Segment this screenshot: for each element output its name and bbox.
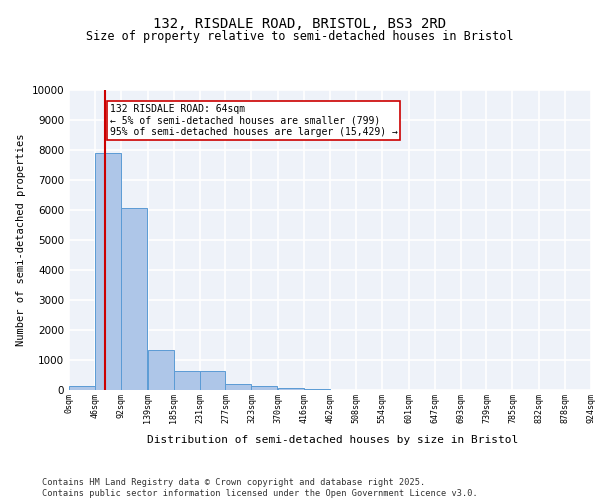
- Bar: [251, 386, 277, 390]
- Bar: [173, 370, 199, 390]
- Bar: [199, 370, 226, 390]
- Y-axis label: Number of semi-detached properties: Number of semi-detached properties: [16, 134, 26, 346]
- Text: 132 RISDALE ROAD: 64sqm
← 5% of semi-detached houses are smaller (799)
95% of se: 132 RISDALE ROAD: 64sqm ← 5% of semi-det…: [110, 104, 398, 136]
- Bar: [148, 350, 173, 390]
- Text: Distribution of semi-detached houses by size in Bristol: Distribution of semi-detached houses by …: [148, 435, 518, 445]
- Bar: [304, 389, 330, 390]
- Text: 132, RISDALE ROAD, BRISTOL, BS3 2RD: 132, RISDALE ROAD, BRISTOL, BS3 2RD: [154, 18, 446, 32]
- Bar: [69, 386, 95, 390]
- Bar: [226, 384, 251, 390]
- Text: Size of property relative to semi-detached houses in Bristol: Size of property relative to semi-detach…: [86, 30, 514, 43]
- Bar: [95, 153, 121, 390]
- Text: Contains HM Land Registry data © Crown copyright and database right 2025.
Contai: Contains HM Land Registry data © Crown c…: [42, 478, 478, 498]
- Bar: [278, 388, 304, 390]
- Bar: [121, 208, 147, 390]
